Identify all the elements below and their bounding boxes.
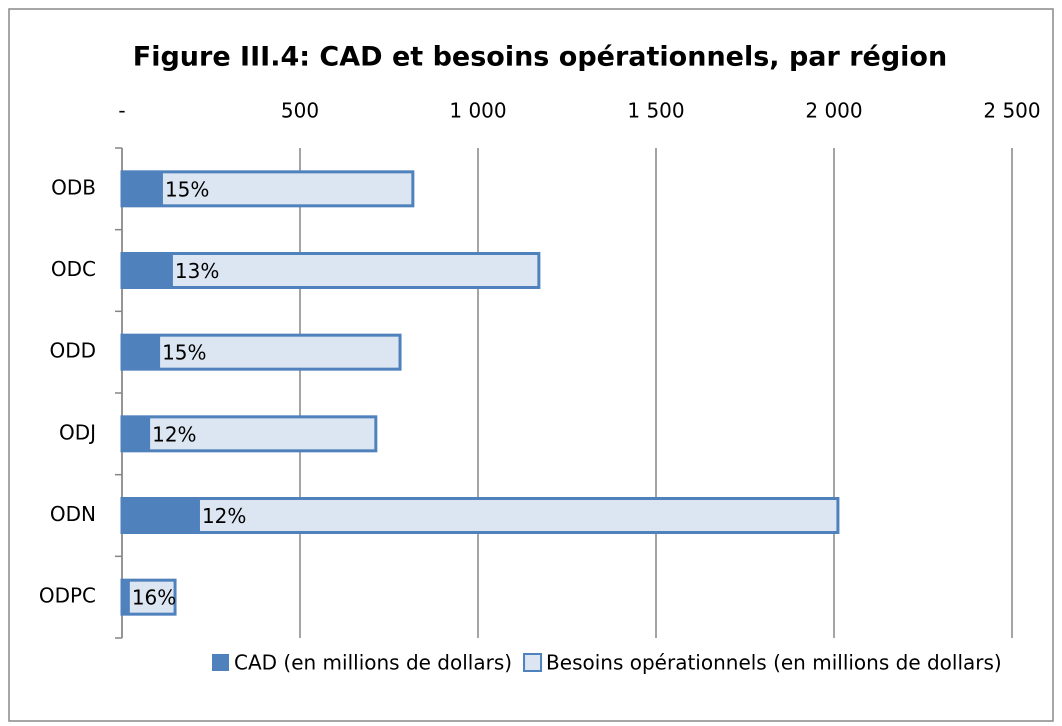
y-tick-label: ODJ (59, 420, 96, 444)
x-tick-label: 500 (281, 99, 319, 123)
chart-title: Figure III.4: CAD et besoins opérationne… (133, 42, 947, 73)
legend-swatch (212, 654, 229, 671)
x-tick-label: 1 500 (627, 99, 684, 123)
data-label: 15% (162, 341, 206, 365)
bar (122, 335, 161, 370)
bar (120, 252, 541, 289)
y-tick-label: ODB (51, 175, 96, 199)
legend-swatch (523, 653, 543, 672)
legend-label: Besoins opérationnels (en millions de do… (546, 651, 1002, 675)
data-label: 13% (175, 259, 219, 283)
bar (122, 253, 173, 288)
data-label: 12% (152, 422, 196, 446)
y-tick-label: ODN (50, 502, 96, 526)
bar (122, 416, 151, 451)
bar (122, 498, 200, 533)
y-tick-label: ODD (49, 339, 96, 363)
x-tick-label: 1 000 (449, 99, 506, 123)
data-label: 15% (165, 177, 209, 201)
x-tick-label: 2 500 (983, 99, 1040, 123)
bar (120, 415, 378, 453)
legend-label: CAD (en millions de dollars) (234, 651, 512, 675)
y-tick-label: ODPC (39, 584, 96, 608)
bar (122, 171, 163, 206)
x-tick-label: - (118, 99, 125, 123)
data-label: 12% (202, 504, 246, 528)
bar (122, 580, 130, 615)
data-label: 16% (132, 586, 176, 610)
x-tick-label: 2 000 (805, 99, 862, 123)
y-tick-label: ODC (51, 257, 96, 281)
